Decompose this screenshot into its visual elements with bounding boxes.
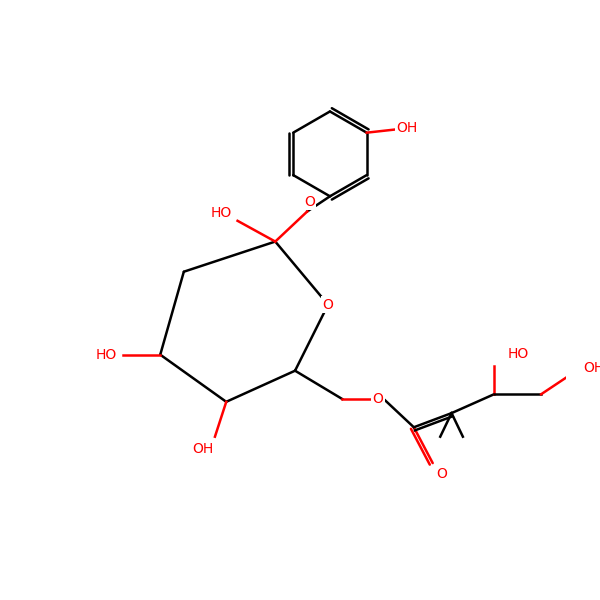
Text: OH: OH: [192, 442, 214, 456]
Text: OH: OH: [397, 121, 418, 135]
Text: O: O: [304, 195, 314, 209]
Text: O: O: [373, 392, 383, 406]
Text: HO: HO: [508, 347, 529, 361]
Text: HO: HO: [96, 347, 117, 362]
Text: O: O: [323, 298, 334, 312]
Text: OH: OH: [584, 361, 600, 375]
Text: HO: HO: [211, 206, 232, 220]
Text: O: O: [437, 467, 448, 481]
